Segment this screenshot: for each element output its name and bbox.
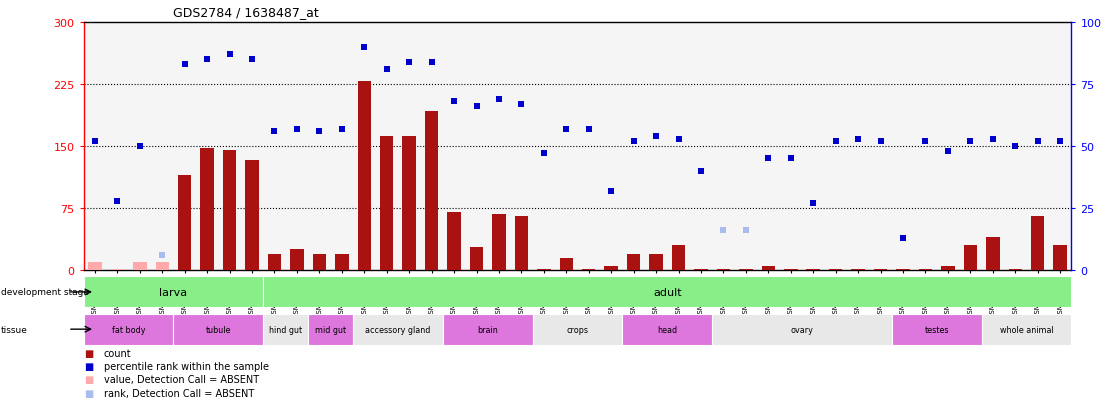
Bar [672,246,685,271]
Bar [403,137,416,271]
Bar [627,254,641,271]
Bar [492,214,506,271]
Bar [739,269,752,271]
Bar [263,314,308,345]
Bar [110,269,124,271]
Text: head: head [657,325,677,334]
Text: fat body: fat body [112,325,145,334]
Bar [443,314,532,345]
Bar [514,217,528,271]
Bar [852,269,865,271]
Bar [308,314,353,345]
Bar [918,269,932,271]
Bar [173,314,263,345]
Text: brain: brain [478,325,498,334]
Text: mid gut: mid gut [315,325,346,334]
Bar [357,82,371,271]
Bar [716,269,730,271]
Text: rank, Detection Call = ABSENT: rank, Detection Call = ABSENT [104,388,254,398]
Text: testes: testes [924,325,949,334]
Bar [290,250,304,271]
Bar [650,254,663,271]
Bar [268,254,281,271]
Bar [1009,269,1022,271]
Bar [312,254,326,271]
Text: ■: ■ [84,348,93,358]
Bar [892,314,982,345]
Bar [583,269,596,271]
Bar [246,161,259,271]
Bar [785,269,798,271]
Bar [829,269,843,271]
Bar [694,269,708,271]
Text: development stage: development stage [1,288,89,297]
Bar [941,266,954,271]
Bar [335,254,348,271]
Bar [133,262,146,271]
Bar [987,237,1000,271]
Text: larva: larva [160,287,187,297]
Bar [1054,246,1067,271]
Bar [353,314,443,345]
Text: GDS2784 / 1638487_at: GDS2784 / 1638487_at [173,6,319,19]
Bar [155,262,169,271]
Bar [84,277,263,308]
Text: ■: ■ [84,388,93,398]
Text: ■: ■ [84,375,93,385]
Bar [605,266,618,271]
Bar [201,148,214,271]
Text: hind gut: hind gut [269,325,302,334]
Bar [537,269,550,271]
Bar [807,269,820,271]
Bar [982,314,1071,345]
Text: accessory gland: accessory gland [365,325,431,334]
Bar [177,176,192,271]
Text: ovary: ovary [790,325,814,334]
Bar [84,314,173,345]
Text: whole animal: whole animal [1000,325,1054,334]
Text: count: count [104,348,132,358]
Text: value, Detection Call = ABSENT: value, Detection Call = ABSENT [104,375,259,385]
Bar [88,262,102,271]
Bar [379,137,394,271]
Bar [532,314,623,345]
Bar [425,112,439,271]
Bar [470,247,483,271]
Text: tissue: tissue [1,325,28,334]
Text: adult: adult [653,287,682,297]
Text: ■: ■ [84,361,93,371]
Bar [623,314,712,345]
Bar [559,258,573,271]
Bar [896,269,910,271]
Text: tubule: tubule [205,325,231,334]
Bar [448,213,461,271]
Text: crops: crops [567,325,588,334]
Bar [761,266,775,271]
Bar [712,314,892,345]
Bar [1031,217,1045,271]
Bar [963,246,978,271]
Bar [263,277,1071,308]
Bar [874,269,887,271]
Text: percentile rank within the sample: percentile rank within the sample [104,361,269,371]
Bar [223,151,237,271]
